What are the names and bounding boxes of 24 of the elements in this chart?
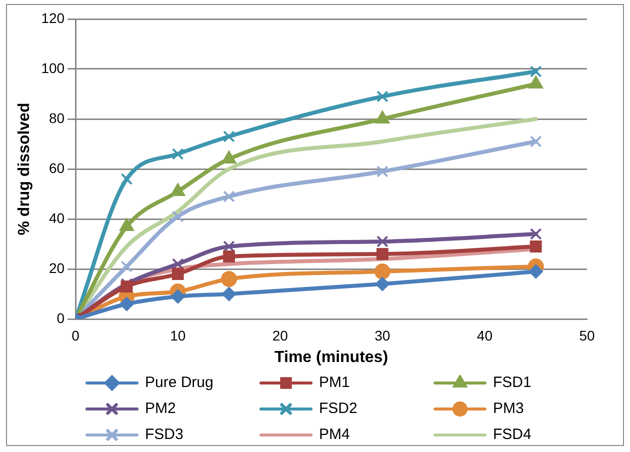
legend-label: PM4 <box>319 426 350 443</box>
y-tick-label: 80 <box>48 110 65 126</box>
x-tick-label: 0 <box>72 327 80 344</box>
legend-label: PM1 <box>319 374 350 391</box>
y-tick-label: 100 <box>41 60 65 76</box>
legend-label: FSD1 <box>493 374 532 391</box>
x-tick-label: 40 <box>476 327 493 344</box>
x-tick-label: 20 <box>272 327 288 344</box>
y-tick-label: 0 <box>56 310 65 326</box>
legend-label: FSD4 <box>493 426 532 443</box>
y-tick-label: 40 <box>48 210 65 226</box>
y-axis-title: % drug dissolved <box>16 102 34 236</box>
x-axis-title: Time (minutes) <box>274 348 388 366</box>
legend-label: PM2 <box>145 400 176 417</box>
legend-label: PM3 <box>493 400 524 417</box>
legend-label: FSD3 <box>145 426 184 443</box>
legend-label: FSD2 <box>319 400 358 417</box>
legend-label: Pure Drug <box>145 374 214 391</box>
y-tick-label: 60 <box>48 160 65 176</box>
x-tick-label: 10 <box>170 327 186 344</box>
x-tick-label: 30 <box>374 327 390 344</box>
x-tick-label: 50 <box>579 327 595 344</box>
y-tick-label: 120 <box>41 10 65 26</box>
y-tick-label: 20 <box>48 260 65 276</box>
